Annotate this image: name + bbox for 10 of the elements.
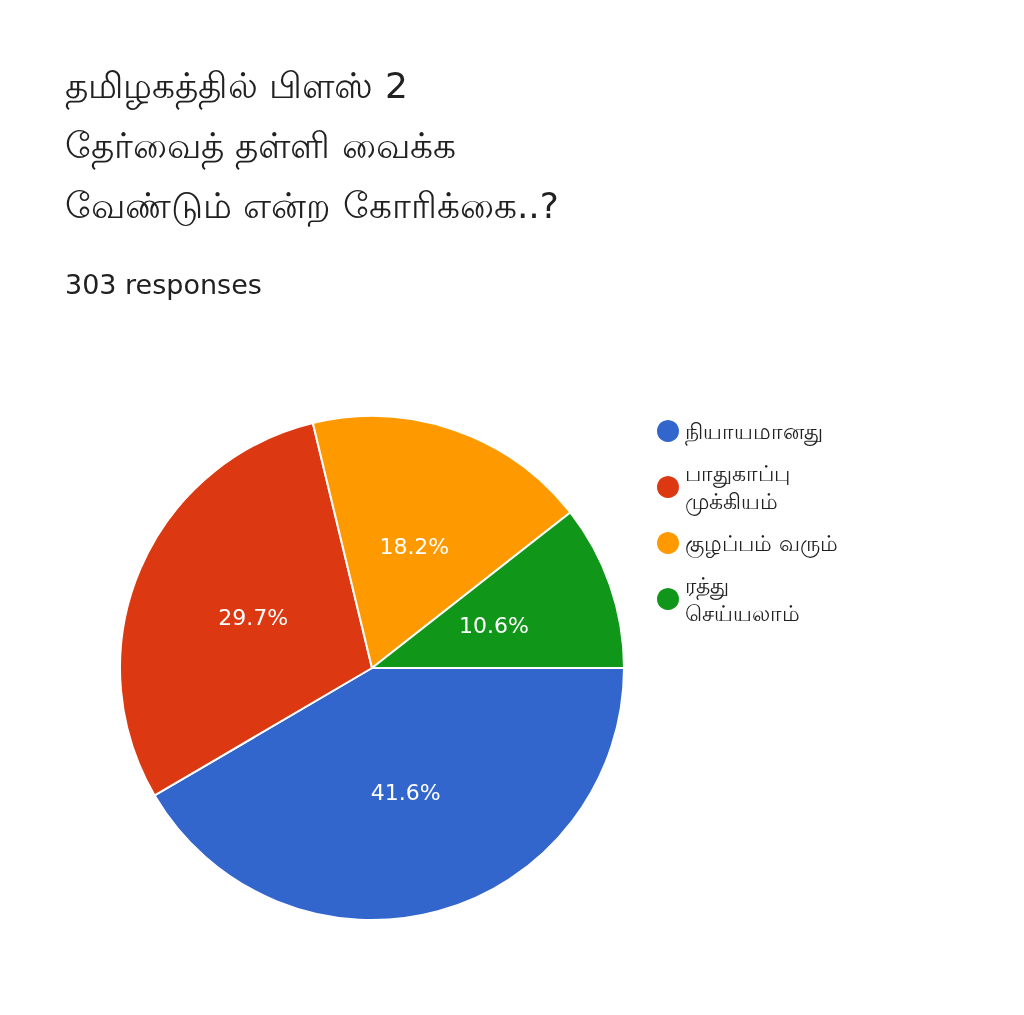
legend-label: நியாயமானது	[685, 418, 823, 446]
data-label: 18.2%	[379, 533, 450, 559]
data-label: 29.7%	[218, 605, 289, 631]
legend-label: குழப்பம் வரும்	[685, 530, 838, 558]
chart-subtitle: 303 responses	[65, 269, 262, 300]
chart-title: தமிழகத்தில் பிளஸ் 2 தேர்வைத் தள்ளி வைக்க வேண்டும் என்ற கோரிக்கை..?	[65, 64, 559, 227]
legend-label: ரத்து செய்யலாம்	[685, 572, 800, 626]
data-label: 10.6%	[458, 613, 529, 639]
legend-label: பாதுகாப்பு முக்கியம்	[685, 460, 797, 516]
data-label: 41.6%	[370, 779, 441, 805]
